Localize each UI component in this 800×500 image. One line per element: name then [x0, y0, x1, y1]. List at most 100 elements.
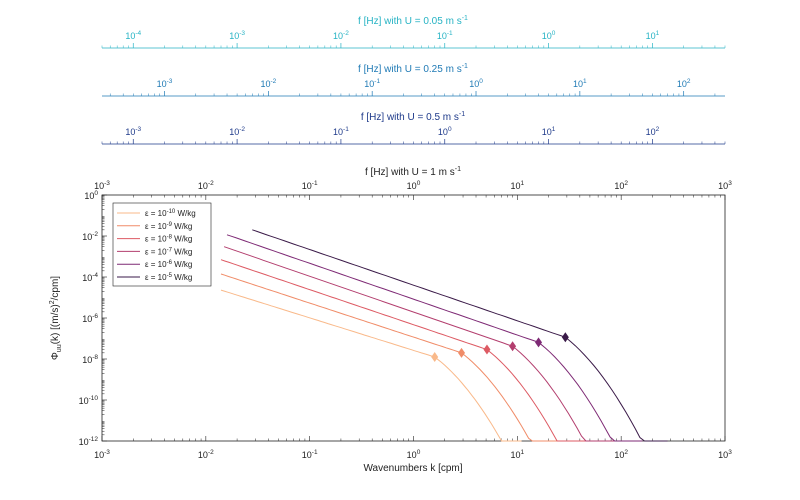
legend-entry-exponent: -6 [167, 260, 173, 266]
top-frequency-tick-labels: 10-3 10-2 10-1 100 101 102 103 [94, 180, 732, 191]
kolmogorov-marker [458, 347, 466, 358]
frequency-tick-label-base: 10 [157, 79, 167, 89]
top-tick-label-base: 10 [718, 181, 728, 191]
top-tick-label-base: 10 [198, 181, 208, 191]
x-tick-label-exp: 3 [728, 449, 732, 456]
top-tick-label: 10-1 [302, 180, 318, 191]
frequency-tick-label-exp: -3 [167, 78, 173, 85]
frequency-axis-title-sup: -1 [462, 63, 468, 70]
frequency-tick-label-base: 10 [438, 127, 448, 137]
y-tick-label-exp: -6 [92, 313, 98, 320]
frequency-tick-label-exp: -1 [343, 126, 349, 133]
frequency-axis-title: f [Hz] with U = 0.05 m s-1 [358, 15, 468, 27]
top-tick-label-base: 10 [94, 181, 104, 191]
frequency-tick-label-exp: 1 [552, 126, 556, 133]
frequency-tick-label-exp: -2 [239, 126, 245, 133]
frequency-tick-label-exp: 0 [448, 126, 452, 133]
legend-entry-unit: W/kg [172, 273, 192, 282]
frequency-tick-label: 10-3 [157, 78, 173, 89]
top-tick-label-exp: 3 [728, 180, 732, 187]
frequency-tick-label-exp: -3 [239, 30, 245, 37]
kolmogorov-marker [483, 344, 491, 355]
y-tick-label-base: 10 [79, 396, 89, 406]
frequency-tick-label-exp: 1 [583, 78, 587, 85]
frequency-tick-label: 10-2 [229, 126, 245, 137]
frequency-tick-label: 100 [469, 78, 483, 89]
y-axis-label-sup: 2 [49, 300, 56, 304]
top-tick-label: 10-3 [94, 180, 110, 191]
legend-box [112, 202, 212, 287]
main-plot-axes: 10-3 10-2 10-1 100 101 102 103 10-3 10-2 10-1 100… [49, 166, 732, 474]
frequency-axis-title: f [Hz] with U = 0.25 m s-1 [358, 63, 468, 75]
legend-entry-prefix: ε = 10 [145, 273, 167, 282]
x-tick-label: 10-3 [94, 449, 110, 460]
y-tick-label-exp: -12 [89, 436, 99, 443]
x-tick-label-exp: 1 [521, 449, 525, 456]
top-tick-label-exp: -3 [104, 180, 110, 187]
x-tick-label: 10-1 [302, 449, 318, 460]
y-axis-label-rest: (k) [(m/s) [50, 304, 61, 344]
frequency-tick-label: 100 [542, 30, 556, 41]
frequency-tick-label: 10-1 [333, 126, 349, 137]
legend-entry-unit: W/kg [172, 222, 192, 231]
x-tick-label-base: 10 [718, 450, 728, 460]
frequency-axis-title-sup: -1 [462, 15, 468, 22]
frequency-tick-label-base: 10 [229, 127, 239, 137]
frequency-tick-label-base: 10 [260, 79, 270, 89]
frequency-tick-label-base: 10 [125, 31, 135, 41]
legend-entry: ε = 10-7 W/kg [145, 247, 192, 256]
frequency-tick-label: 10-3 [125, 126, 141, 137]
frequency-tick-label-exp: -1 [447, 30, 453, 37]
kolmogorov-marker [431, 352, 439, 363]
y-axis-label-sub: uu [56, 344, 63, 352]
frequency-tick-label-base: 10 [646, 127, 656, 137]
frequency-tick-label-base: 10 [573, 79, 583, 89]
y-tick-label: 10-2 [82, 231, 98, 242]
x-axis-label: Wavenumbers k [cpm] [363, 463, 462, 474]
y-tick-label: 10-6 [82, 313, 98, 324]
frequency-tick-label-exp: -3 [135, 126, 141, 133]
legend-entry-unit: W/kg [172, 235, 192, 244]
x-tick-label-exp: -1 [312, 449, 318, 456]
y-tick-label-exp: -10 [89, 395, 99, 402]
frequency-tick-label: 10-4 [125, 30, 141, 41]
frequency-tick-label: 101 [573, 78, 587, 89]
frequency-axis-title-sup: -1 [459, 111, 465, 118]
y-tick-label-base: 10 [79, 437, 89, 447]
legend-entry: ε = 10-5 W/kg [145, 273, 192, 282]
y-tick-label: 10-12 [79, 436, 99, 447]
y-tick-label: 10-8 [82, 354, 98, 365]
frequency-tick-label-base: 10 [542, 31, 552, 41]
legend-entry-unit: W/kg [172, 260, 192, 269]
frequency-tick-label-base: 10 [437, 31, 447, 41]
frequency-tick-label-base: 10 [333, 127, 343, 137]
x-tick-label-exp: -2 [208, 449, 214, 456]
legend-entry-unit: W/kg [172, 247, 192, 256]
y-tick-label-exp: 0 [94, 190, 98, 197]
x-tick-labels: 10-3 10-2 10-1 100 101 102 103 [94, 449, 732, 460]
frequency-tick-label-exp: -1 [374, 78, 380, 85]
top-tick-label-exp: 0 [417, 180, 421, 187]
frequency-axis-title-main: f [Hz] with U = 0.25 m s [358, 64, 462, 75]
frequency-tick-label-base: 10 [229, 31, 239, 41]
legend-entry-exponent: -7 [167, 247, 173, 253]
legend-entry-exponent: -10 [167, 209, 176, 215]
spectral-curves [220, 229, 668, 442]
legend-entry-exponent: -9 [167, 222, 173, 228]
x-tick-label-base: 10 [511, 450, 521, 460]
x-tick-label-exp: 2 [624, 449, 628, 456]
frequency-tick-label: 102 [646, 126, 660, 137]
frequency-tick-label-base: 10 [333, 31, 343, 41]
y-tick-label: 100 [84, 190, 98, 201]
top-tick-label-base: 10 [614, 181, 624, 191]
legend-entry-prefix: ε = 10 [145, 235, 167, 244]
top-tick-label-exp: -2 [208, 180, 214, 187]
frequency-tick-label: 101 [542, 126, 556, 137]
legend-entry: ε = 10-10 W/kg [145, 209, 196, 218]
frequency-tick-label-base: 10 [677, 79, 687, 89]
y-tick-label-base: 10 [82, 355, 92, 365]
y-tick-label-base: 10 [82, 273, 92, 283]
y-tick-label-base: 10 [84, 191, 94, 201]
x-tick-label-exp: -3 [104, 449, 110, 456]
